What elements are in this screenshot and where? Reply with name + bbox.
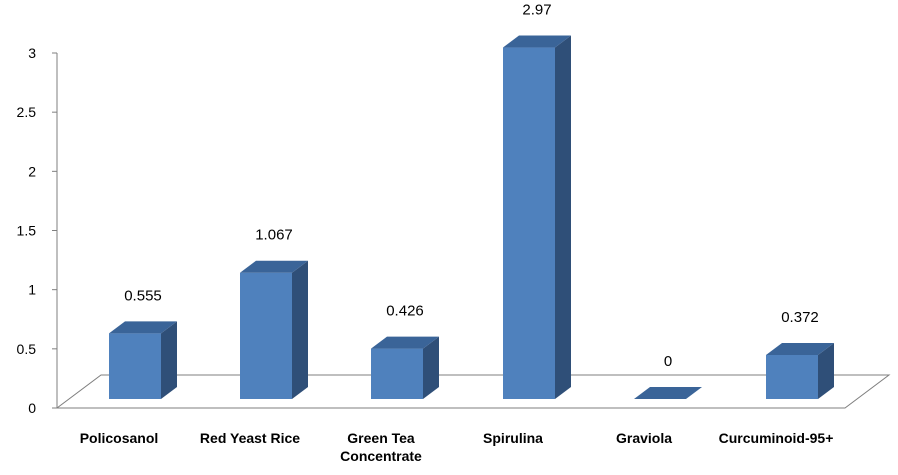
data-label: 1.067 (255, 227, 293, 244)
bar-side-face (555, 35, 571, 400)
y-tick-label: 2.5 (17, 104, 37, 120)
y-tick-label: 2 (28, 163, 36, 179)
y-tick-label: 0 (28, 400, 36, 416)
bar (503, 35, 571, 400)
bar (240, 260, 308, 399)
data-label: 0.426 (386, 303, 424, 320)
bar-front-face (109, 333, 161, 399)
bar-side-face (423, 336, 439, 399)
bar-top-face (109, 321, 177, 334)
y-tick-label: 3 (28, 45, 36, 61)
bar-top-face (766, 342, 834, 355)
bar (766, 342, 834, 399)
bar (109, 321, 177, 399)
bar-side-face (818, 342, 834, 399)
data-labels: 0.555 1.067 0.426 2.97 0 0.372 (124, 2, 819, 370)
bar-top-face (240, 260, 308, 273)
bar-front-face (503, 47, 555, 400)
x-category-label: Red Yeast Rice (200, 430, 300, 446)
bar-side-face (292, 260, 308, 399)
x-axis-categories: Policosanol Red Yeast Rice Green Tea Concen… (80, 430, 834, 464)
x-category-label: Green Tea Concentrate (340, 430, 422, 464)
bar-top-face (634, 387, 702, 399)
x-category-label: Curcuminoid-95+ (719, 430, 834, 446)
x-category-label: Policosanol (80, 430, 159, 446)
bar-side-face (161, 321, 177, 399)
bars (109, 35, 834, 400)
bar (371, 336, 439, 399)
bar-top-face (371, 336, 439, 349)
data-label: 0.555 (124, 287, 162, 304)
bar-front-face (371, 348, 423, 399)
bar (634, 387, 702, 399)
x-category-label: Graviola (616, 430, 672, 446)
bar-front-face (766, 354, 818, 399)
data-label: 2.97 (522, 2, 551, 19)
bar-top-face (503, 35, 571, 48)
y-tick-label: 0.5 (17, 341, 37, 357)
y-tick-label: 1.5 (17, 223, 37, 239)
x-category-label: Spirulina (483, 430, 543, 446)
chart-floor (55, 374, 891, 409)
data-label: 0 (664, 353, 672, 370)
bar-front-face (240, 272, 292, 399)
chart-floor-plane (55, 374, 891, 409)
y-tick-label: 1 (28, 282, 36, 298)
data-label: 0.372 (781, 309, 819, 326)
y-axis: 0 0.5 1 1.5 2 2.5 3 (17, 45, 58, 416)
